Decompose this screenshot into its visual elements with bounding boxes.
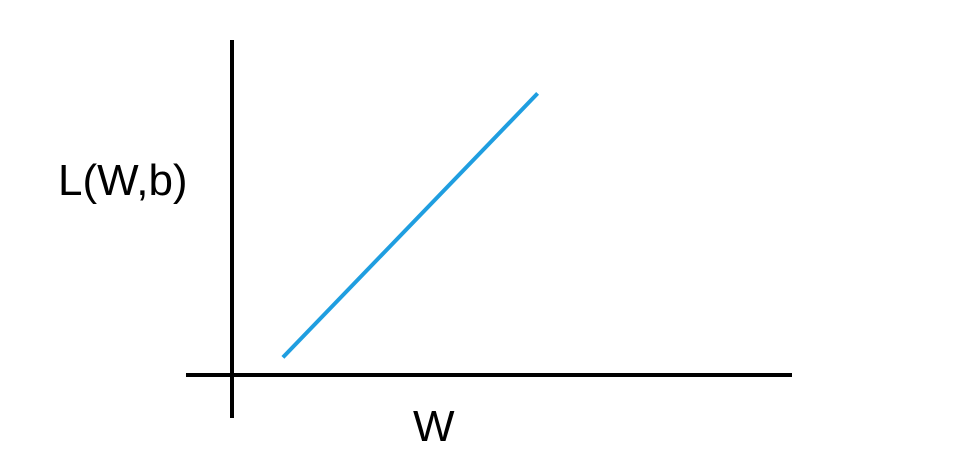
- series-line-1: [281, 92, 540, 359]
- y-axis-label: L(W,b): [58, 156, 188, 205]
- series-group: [281, 92, 540, 359]
- x-axis-label: W: [413, 402, 455, 451]
